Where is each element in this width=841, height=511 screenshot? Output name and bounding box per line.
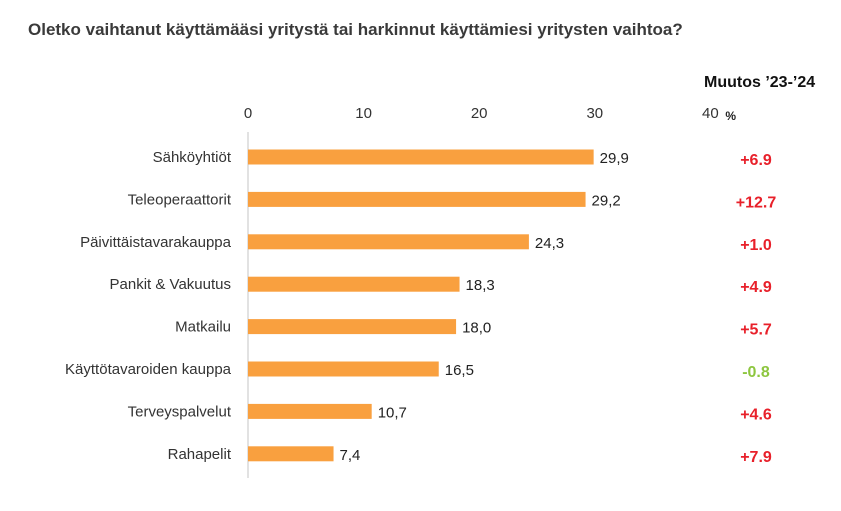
- change-value: +4.6: [740, 406, 772, 423]
- data-label: 29,2: [592, 192, 621, 209]
- category-label: Teleoperaattorit: [128, 191, 232, 208]
- bar: [248, 234, 529, 250]
- x-tick-label: 30: [586, 105, 603, 122]
- category-label: Terveyspalvelut: [128, 403, 232, 420]
- x-tick-label: 0: [244, 105, 252, 122]
- bar: [248, 361, 439, 377]
- change-value: +7.9: [740, 449, 772, 466]
- category-label: Rahapelit: [168, 446, 232, 463]
- data-label: 7,4: [340, 447, 361, 464]
- category-label: Käyttötavaroiden kauppa: [65, 361, 232, 378]
- change-value: +1.0: [740, 237, 772, 254]
- change-value: +12.7: [736, 194, 777, 211]
- change-value: -0.8: [742, 364, 770, 381]
- bar: [248, 276, 460, 292]
- bar: [248, 149, 594, 165]
- bar: [248, 446, 334, 462]
- data-label: 29,9: [600, 150, 629, 167]
- bar: [248, 191, 586, 207]
- category-label: Sähköyhtiöt: [153, 149, 232, 166]
- x-tick-label: 40: [702, 105, 719, 122]
- bar: [248, 319, 457, 335]
- category-label: Pankit & Vakuutus: [110, 276, 231, 293]
- chart-title: Oletko vaihtanut käyttämääsi yritystä ta…: [28, 20, 683, 39]
- x-tick-label: 20: [471, 105, 488, 122]
- data-label: 24,3: [535, 235, 564, 252]
- change-value: +6.9: [740, 152, 772, 169]
- category-label: Päivittäistavarakauppa: [80, 234, 232, 251]
- unit-label: %: [725, 109, 736, 123]
- category-label: Matkailu: [175, 319, 231, 336]
- data-label: 18,0: [462, 320, 491, 337]
- x-tick-label: 10: [355, 105, 372, 122]
- change-column-header: Muutos ’23-’24: [704, 74, 816, 91]
- data-label: 18,3: [466, 277, 495, 294]
- change-value: +4.9: [740, 279, 772, 296]
- data-label: 10,7: [378, 404, 407, 421]
- bar: [248, 403, 372, 419]
- data-label: 16,5: [445, 362, 474, 379]
- change-value: +5.7: [740, 322, 772, 339]
